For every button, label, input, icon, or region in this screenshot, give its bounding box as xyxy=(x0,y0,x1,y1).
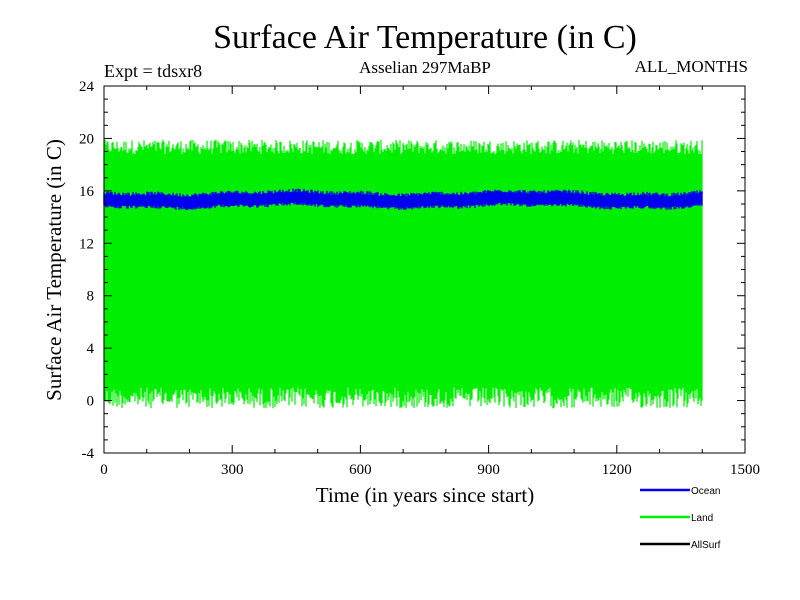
x-axis-label: Time (in years since start) xyxy=(316,483,535,507)
y-tick-label: 24 xyxy=(79,79,95,95)
axis-ticks xyxy=(103,85,746,454)
y-tick-label: 8 xyxy=(87,289,95,305)
y-tick-labels: -4 0 4 8 12 16 20 24 xyxy=(79,79,95,462)
x-tick-label: 1500 xyxy=(730,462,760,478)
legend: Ocean Land AllSurf xyxy=(640,486,721,551)
x-tick-label: 900 xyxy=(477,462,500,478)
y-axis-label: Surface Air Temperature (in C) xyxy=(42,139,66,401)
period-label: Asselian 297MaBP xyxy=(359,58,491,77)
y-tick-label: -4 xyxy=(82,446,95,462)
x-tick-labels: 0 300 600 900 1200 1500 xyxy=(100,462,760,478)
series-land xyxy=(103,139,703,409)
x-tick-label: 1200 xyxy=(602,462,632,478)
experiment-label: Expt = tdsxr8 xyxy=(104,61,202,81)
x-tick-label: 600 xyxy=(349,462,372,478)
legend-label-ocean: Ocean xyxy=(691,486,720,497)
plot-area xyxy=(103,139,703,409)
y-tick-label: 4 xyxy=(87,341,95,357)
y-tick-label: 0 xyxy=(87,394,95,410)
y-tick-label: 12 xyxy=(79,236,94,252)
months-label: ALL_MONTHS xyxy=(635,57,748,76)
y-tick-label: 20 xyxy=(79,131,94,147)
y-tick-label: 16 xyxy=(79,184,95,200)
legend-label-land: Land xyxy=(691,513,713,524)
x-tick-label: 0 xyxy=(100,462,108,478)
legend-label-allsurf: AllSurf xyxy=(691,540,721,551)
chart-title: Surface Air Temperature (in C) xyxy=(213,19,637,56)
x-tick-label: 300 xyxy=(221,462,244,478)
